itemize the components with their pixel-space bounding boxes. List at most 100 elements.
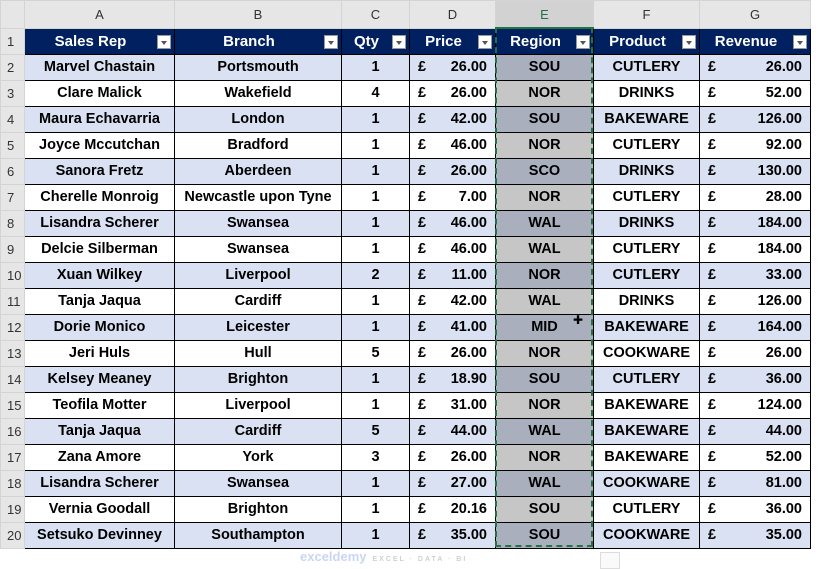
sales-rep-cell[interactable]: Tanja Jaqua <box>24 287 175 315</box>
filter-dropdown-icon[interactable] <box>157 34 171 49</box>
branch-cell[interactable]: Liverpool <box>174 391 342 419</box>
revenue-cell[interactable]: £33.00 <box>699 261 811 289</box>
price-cell[interactable]: £46.00 <box>409 235 496 263</box>
product-cell[interactable]: BAKEWARE <box>593 313 700 341</box>
revenue-cell[interactable]: £28.00 <box>699 183 811 211</box>
branch-cell[interactable]: Leicester <box>174 313 342 341</box>
region-cell[interactable]: WAL <box>495 469 594 497</box>
sales-rep-cell[interactable]: Jeri Huls <box>24 339 175 367</box>
revenue-cell[interactable]: £126.00 <box>699 105 811 133</box>
revenue-cell[interactable]: £130.00 <box>699 157 811 185</box>
qty-cell[interactable]: 1 <box>341 131 410 159</box>
column-header-A[interactable]: A <box>24 0 175 29</box>
sales-rep-cell[interactable]: Lisandra Scherer <box>24 469 175 497</box>
revenue-cell[interactable]: £36.00 <box>699 365 811 393</box>
row-header[interactable]: 14 <box>0 365 25 393</box>
filter-dropdown-icon[interactable] <box>682 34 696 49</box>
region-cell[interactable]: SOU <box>495 495 594 523</box>
region-cell[interactable]: NOR <box>495 183 594 211</box>
row-header[interactable]: 17 <box>0 443 25 471</box>
product-cell[interactable]: DRINKS <box>593 209 700 237</box>
row-header[interactable]: 2 <box>0 53 25 81</box>
spreadsheet-grid[interactable]: A B C D E F G 1 Sales Rep Branch Qty Price Region Pro… <box>0 0 811 549</box>
region-cell[interactable]: WAL <box>495 235 594 263</box>
sales-rep-cell[interactable]: Tanja Jaqua <box>24 417 175 445</box>
product-cell[interactable]: DRINKS <box>593 79 700 107</box>
price-cell[interactable]: £42.00 <box>409 105 496 133</box>
qty-cell[interactable]: 1 <box>341 495 410 523</box>
row-header[interactable]: 4 <box>0 105 25 133</box>
branch-cell[interactable]: Liverpool <box>174 261 342 289</box>
branch-cell[interactable]: Swansea <box>174 469 342 497</box>
sales-rep-cell[interactable]: Maura Echavarria <box>24 105 175 133</box>
region-cell[interactable]: SOU <box>495 105 594 133</box>
qty-cell[interactable]: 5 <box>341 417 410 445</box>
row-header[interactable]: 20 <box>0 521 25 549</box>
branch-cell[interactable]: Swansea <box>174 235 342 263</box>
region-cell[interactable]: NOR <box>495 79 594 107</box>
region-cell[interactable]: WAL <box>495 417 594 445</box>
sales-rep-cell[interactable]: Delcie Silberman <box>24 235 175 263</box>
sales-rep-cell[interactable]: Sanora Fretz <box>24 157 175 185</box>
revenue-cell[interactable]: £184.00 <box>699 235 811 263</box>
qty-cell[interactable]: 1 <box>341 105 410 133</box>
branch-cell[interactable]: Hull <box>174 339 342 367</box>
revenue-cell[interactable]: £35.00 <box>699 521 811 549</box>
region-cell[interactable]: MID <box>495 313 594 341</box>
region-cell[interactable]: NOR <box>495 261 594 289</box>
row-header[interactable]: 13 <box>0 339 25 367</box>
revenue-cell[interactable]: £164.00 <box>699 313 811 341</box>
revenue-cell[interactable]: £44.00 <box>699 417 811 445</box>
filter-dropdown-icon[interactable] <box>478 34 492 49</box>
qty-cell[interactable]: 4 <box>341 79 410 107</box>
row-header[interactable]: 16 <box>0 417 25 445</box>
qty-cell[interactable]: 1 <box>341 235 410 263</box>
region-cell[interactable]: NOR <box>495 443 594 471</box>
row-header[interactable]: 11 <box>0 287 25 315</box>
revenue-cell[interactable]: £52.00 <box>699 79 811 107</box>
product-cell[interactable]: BAKEWARE <box>593 417 700 445</box>
qty-cell[interactable]: 1 <box>341 53 410 81</box>
price-cell[interactable]: £20.16 <box>409 495 496 523</box>
row-header[interactable]: 1 <box>0 27 25 55</box>
sales-rep-cell[interactable]: Dorie Monico <box>24 313 175 341</box>
price-cell[interactable]: £26.00 <box>409 339 496 367</box>
row-header[interactable]: 3 <box>0 79 25 107</box>
row-header[interactable]: 7 <box>0 183 25 211</box>
revenue-cell[interactable]: £81.00 <box>699 469 811 497</box>
qty-cell[interactable]: 2 <box>341 261 410 289</box>
branch-cell[interactable]: Cardiff <box>174 417 342 445</box>
branch-cell[interactable]: Swansea <box>174 209 342 237</box>
product-cell[interactable]: BAKEWARE <box>593 391 700 419</box>
sales-rep-cell[interactable]: Lisandra Scherer <box>24 209 175 237</box>
revenue-cell[interactable]: £36.00 <box>699 495 811 523</box>
product-cell[interactable]: COOKWARE <box>593 469 700 497</box>
sales-rep-cell[interactable]: Zana Amore <box>24 443 175 471</box>
column-header-C[interactable]: C <box>341 0 410 29</box>
filter-dropdown-icon[interactable] <box>392 34 406 49</box>
price-cell[interactable]: £18.90 <box>409 365 496 393</box>
branch-cell[interactable]: Brighton <box>174 495 342 523</box>
filter-dropdown-icon[interactable] <box>793 34 807 49</box>
product-cell[interactable]: CUTLERY <box>593 365 700 393</box>
price-cell[interactable]: £44.00 <box>409 417 496 445</box>
region-cell[interactable]: SCO <box>495 157 594 185</box>
product-cell[interactable]: COOKWARE <box>593 339 700 367</box>
product-cell[interactable]: DRINKS <box>593 287 700 315</box>
price-cell[interactable]: £42.00 <box>409 287 496 315</box>
filter-dropdown-icon[interactable] <box>324 34 338 49</box>
sales-rep-cell[interactable]: Cherelle Monroig <box>24 183 175 211</box>
region-cell[interactable]: WAL <box>495 209 594 237</box>
branch-cell[interactable]: Southampton <box>174 521 342 549</box>
paste-options-icon[interactable] <box>600 552 620 569</box>
product-cell[interactable]: COOKWARE <box>593 521 700 549</box>
product-cell[interactable]: CUTLERY <box>593 53 700 81</box>
row-header[interactable]: 18 <box>0 469 25 497</box>
sales-rep-cell[interactable]: Clare Malick <box>24 79 175 107</box>
column-header-B[interactable]: B <box>174 0 342 29</box>
sales-rep-cell[interactable]: Xuan Wilkey <box>24 261 175 289</box>
region-cell[interactable]: SOU <box>495 365 594 393</box>
sales-rep-cell[interactable]: Setsuko Devinney <box>24 521 175 549</box>
product-cell[interactable]: DRINKS <box>593 157 700 185</box>
filter-dropdown-icon[interactable] <box>576 35 590 49</box>
